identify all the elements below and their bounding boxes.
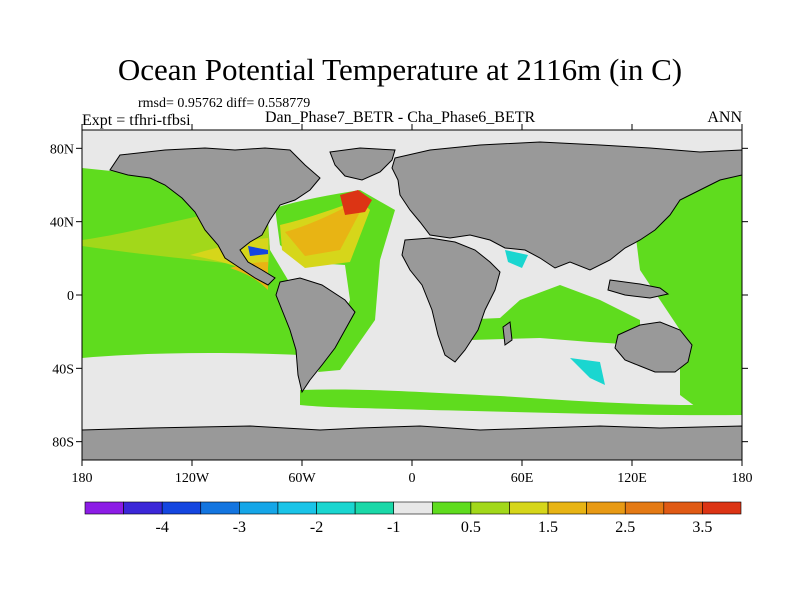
map-plot-area [82, 130, 742, 460]
x-tick-label: 120W [175, 471, 210, 486]
africa [401, 237, 501, 363]
gulf-negative-patch [248, 246, 268, 256]
colorbar-swatch [431, 501, 472, 515]
colorbar: -4 -3 -2 -1 0.5 1.5 2.5 3.5 [84, 501, 742, 536]
stats-text: rmsd= 0.95762 diff= 0.558779 [138, 96, 311, 111]
colorbar-swatch [316, 501, 356, 515]
y-tick-label: 0 [67, 289, 74, 304]
colorbar-label: -1 [387, 519, 400, 536]
experiment-label: Expt = tfhri-tfbsi [82, 112, 191, 129]
atlantic-field-red [340, 190, 372, 215]
colorbar-label: -4 [156, 519, 169, 536]
eurasia [391, 141, 742, 271]
chart-subtitle: Dan_Phase7_BETR - Cha_Phase6_BETR [265, 109, 536, 126]
colorbar-label: 1.5 [538, 519, 558, 536]
north-america [109, 147, 321, 286]
colorbar-swatch [586, 501, 626, 515]
x-tick-label: 60W [288, 471, 316, 486]
colorbar-label: -3 [233, 519, 246, 536]
colorbar-swatch [663, 501, 703, 515]
colorbar-swatch [200, 501, 240, 515]
atlantic-field-orange [285, 205, 360, 256]
indian-field-green [455, 285, 640, 345]
colorbar-label: 2.5 [615, 519, 635, 536]
chart-title: Ocean Potential Temperature at 2116m (in… [117, 52, 683, 87]
colorbar-swatch [239, 501, 279, 515]
colorbar-swatch [84, 501, 124, 515]
colorbar-swatch [354, 501, 395, 515]
x-tick-label: 180 [732, 471, 753, 486]
greenland [329, 147, 396, 181]
indian-negative-patch [570, 358, 605, 385]
x-tick-label: 120E [617, 471, 647, 486]
arabian-negative-patch [505, 250, 528, 268]
colorbar-label: 0.5 [461, 519, 481, 536]
map-axes: 180 120W 60W 0 60E 120E 180 80N 40N 0 40S 80S [50, 124, 753, 486]
pacific-field-yellow [190, 238, 268, 285]
australia [614, 321, 693, 373]
madagascar [502, 321, 513, 346]
south-america [275, 277, 356, 394]
colorbar-swatch [277, 501, 317, 515]
colorbar-swatch [702, 501, 742, 515]
colorbar-swatch [547, 501, 587, 515]
colorbar-swatch [393, 501, 433, 515]
colorbar-label: -2 [310, 519, 323, 536]
colorbar-label: 3.5 [692, 519, 712, 536]
maritime-continent [607, 279, 670, 299]
season-label: ANN [707, 109, 742, 126]
colorbar-swatch [624, 501, 665, 515]
x-tick-label: 180 [72, 471, 93, 486]
y-tick-label: 80N [50, 142, 74, 157]
antarctica [82, 425, 742, 460]
colorbar-swatch [123, 501, 163, 515]
colorbar-swatch [509, 501, 549, 515]
southern-ocean-band [300, 389, 742, 416]
colorbar-swatch [470, 501, 510, 515]
y-tick-label: 80S [52, 436, 74, 451]
y-tick-label: 40N [50, 216, 74, 231]
colorbar-swatch [161, 501, 202, 515]
x-tick-label: 0 [409, 471, 416, 486]
x-tick-label: 60E [511, 471, 534, 486]
land [82, 141, 742, 460]
y-tick-label: 40S [52, 362, 74, 377]
